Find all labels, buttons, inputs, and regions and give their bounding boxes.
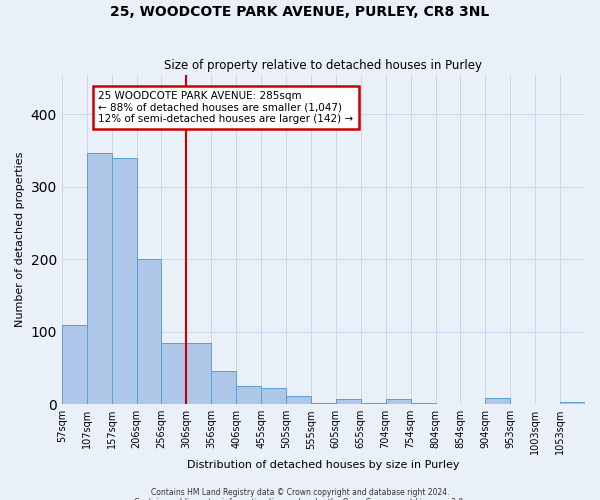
Bar — [236, 386, 261, 404]
Bar — [361, 403, 386, 404]
Text: Contains HM Land Registry data © Crown copyright and database right 2024.: Contains HM Land Registry data © Crown c… — [151, 488, 449, 497]
Y-axis label: Number of detached properties: Number of detached properties — [15, 152, 25, 327]
Bar — [336, 399, 361, 404]
Bar — [261, 388, 286, 404]
Bar — [311, 403, 336, 404]
Bar — [410, 403, 436, 404]
Bar — [62, 324, 87, 404]
Bar — [137, 258, 161, 404]
Bar — [485, 398, 510, 404]
Bar — [112, 158, 137, 404]
Bar — [560, 402, 585, 404]
Bar — [87, 153, 112, 404]
Bar — [187, 344, 211, 404]
Bar — [386, 399, 410, 404]
Bar — [161, 344, 187, 404]
Title: Size of property relative to detached houses in Purley: Size of property relative to detached ho… — [164, 59, 482, 72]
Text: 25 WOODCOTE PARK AVENUE: 285sqm
← 88% of detached houses are smaller (1,047)
12%: 25 WOODCOTE PARK AVENUE: 285sqm ← 88% of… — [98, 91, 353, 124]
Text: 25, WOODCOTE PARK AVENUE, PURLEY, CR8 3NL: 25, WOODCOTE PARK AVENUE, PURLEY, CR8 3N… — [110, 5, 490, 19]
Text: Contains public sector information licensed under the Open Government Licence v3: Contains public sector information licen… — [134, 498, 466, 500]
X-axis label: Distribution of detached houses by size in Purley: Distribution of detached houses by size … — [187, 460, 460, 470]
Bar — [286, 396, 311, 404]
Bar — [211, 371, 236, 404]
